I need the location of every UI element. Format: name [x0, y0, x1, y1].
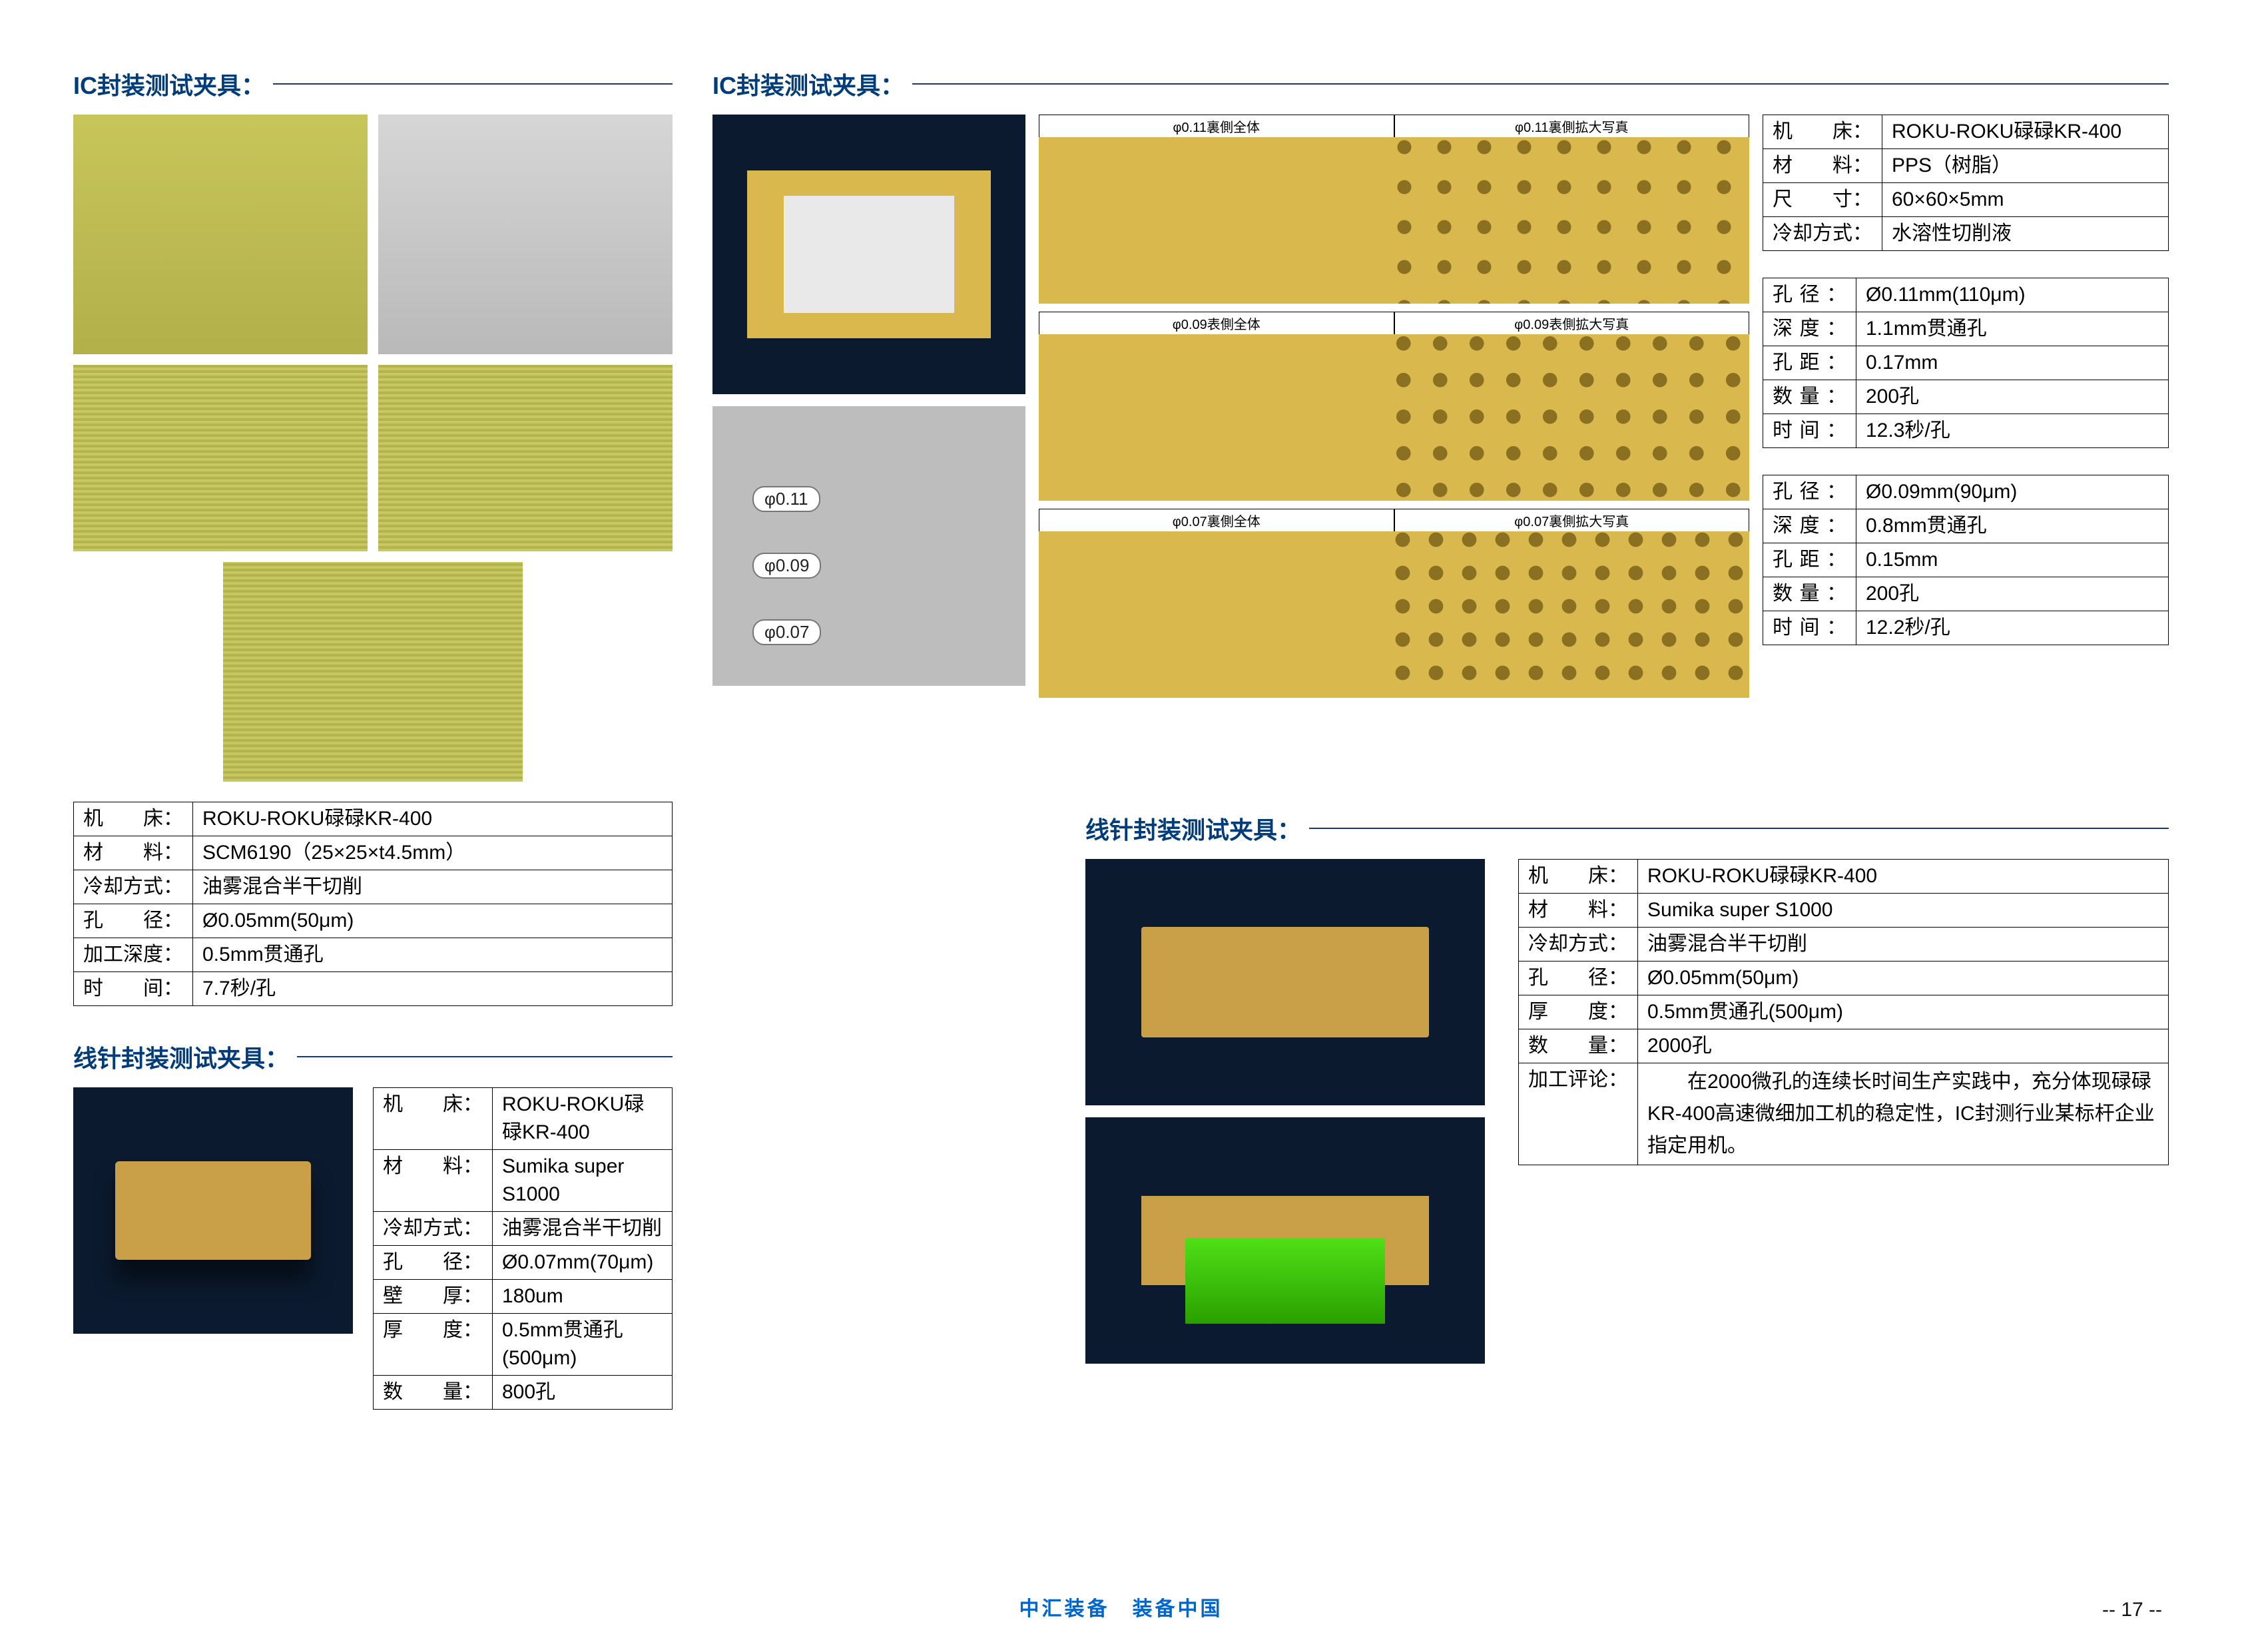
- title-rule: [273, 83, 673, 85]
- sample-2-zoom: [1394, 334, 1750, 501]
- footer-brand: 中汇装备 装备中国: [1019, 1592, 1223, 1621]
- cell-key: 机 床：: [74, 802, 193, 836]
- sample-plate-img: [712, 115, 1025, 394]
- callout-3: φ0.07: [752, 619, 821, 645]
- probe-fixture-img-left: [73, 1087, 353, 1334]
- probe-fixture-img-bottom: [1085, 1117, 1485, 1364]
- sample-row-1: φ0.11裏側全体 φ0.11裏側拡大写真: [1039, 115, 1749, 304]
- probe-fixture-img-top: [1085, 859, 1485, 1105]
- callout-1: φ0.11: [752, 486, 820, 512]
- section-title-right-bottom: 线针封装测试夹具：: [1085, 811, 2169, 846]
- sample-2-full: [1039, 334, 1394, 501]
- spec-table-right-3: 孔径：Ø0.09mm(90μm) 深度：0.8mm贯通孔 孔距：0.15mm 数…: [1763, 475, 2169, 645]
- fixture-img-grid-1: [73, 365, 368, 551]
- sample-3-zoom: [1394, 531, 1750, 698]
- fixture-img-white: [378, 115, 673, 354]
- footer-page: -- 17 --: [2102, 1599, 2162, 1621]
- fixture-img-grid-2: [378, 365, 673, 551]
- section-title-left-bottom: 线针封装测试夹具：: [73, 1039, 673, 1074]
- green-pins-icon: [1185, 1238, 1385, 1324]
- spec-table-left-bottom: 机 床：ROKU-ROKU碌碌KR-400 材 料：Sumika super S…: [373, 1087, 673, 1410]
- fixture-img-grid-3: [223, 562, 523, 782]
- title-text: IC封装测试夹具：: [73, 67, 265, 101]
- spec-table-right-2: 孔径：Ø0.11mm(110μm) 深度：1.1mm贯通孔 孔距：0.17mm …: [1763, 278, 2169, 448]
- sample-row-3: φ0.07裏側全体 φ0.07裏側拡大写真: [1039, 509, 1749, 698]
- fixture-grid-top: [73, 115, 673, 551]
- spec-table-right-1: 机 床：ROKU-ROKU碌碌KR-400 材 料：PPS（树脂） 尺 寸：60…: [1763, 115, 2169, 251]
- sample-callout-img: φ0.11 φ0.09 φ0.07: [712, 406, 1025, 686]
- spec-table-left-top: 机 床：ROKU-ROKU碌碌KR-400 材 料：SCM6190（25×25×…: [73, 802, 673, 1006]
- cell-val: ROKU-ROKU碌碌KR-400: [193, 802, 673, 836]
- callout-2: φ0.09: [752, 553, 821, 579]
- sample-1-zoom: [1394, 137, 1750, 304]
- sample-row-2: φ0.09表側全体 φ0.09表側拡大写真: [1039, 312, 1749, 501]
- sample-3-full: [1039, 531, 1394, 698]
- fixture-img-green: [73, 115, 368, 354]
- section-title-right-top: IC封装测试夹具：: [712, 67, 2169, 101]
- spec-table-right-bottom: 机 床：ROKU-ROKU碌碌KR-400 材 料：Sumika super S…: [1518, 859, 2169, 1165]
- sample-1-full: [1039, 137, 1394, 304]
- section-title-left-top: IC封装测试夹具：: [73, 67, 673, 101]
